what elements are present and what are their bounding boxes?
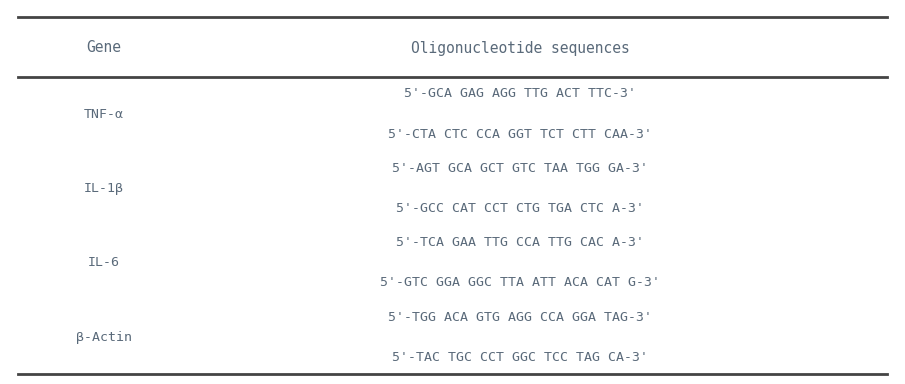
Text: 5'-GCA GAG AGG TTG ACT TTC-3': 5'-GCA GAG AGG TTG ACT TTC-3'	[405, 88, 636, 100]
Text: β-Actin: β-Actin	[76, 331, 132, 344]
Text: TNF-α: TNF-α	[84, 108, 124, 121]
Text: 5'-CTA CTC CCA GGT TCT CTT CAA-3': 5'-CTA CTC CCA GGT TCT CTT CAA-3'	[388, 127, 653, 141]
Text: 5'-GCC CAT CCT CTG TGA CTC A-3': 5'-GCC CAT CCT CTG TGA CTC A-3'	[396, 202, 644, 215]
Text: Gene: Gene	[87, 40, 121, 56]
Text: IL-6: IL-6	[88, 256, 120, 269]
Text: Oligonucleotide sequences: Oligonucleotide sequences	[411, 40, 630, 56]
Text: 5'-TCA GAA TTG CCA TTG CAC A-3': 5'-TCA GAA TTG CCA TTG CAC A-3'	[396, 236, 644, 249]
Text: 5'-TAC TGC CCT GGC TCC TAG CA-3': 5'-TAC TGC CCT GGC TCC TAG CA-3'	[393, 351, 648, 364]
Text: IL-1β: IL-1β	[84, 182, 124, 195]
Text: 5'-TGG ACA GTG AGG CCA GGA TAG-3': 5'-TGG ACA GTG AGG CCA GGA TAG-3'	[388, 311, 653, 324]
Text: 5'-AGT GCA GCT GTC TAA TGG GA-3': 5'-AGT GCA GCT GTC TAA TGG GA-3'	[393, 162, 648, 175]
Text: 5'-GTC GGA GGC TTA ATT ACA CAT G-3': 5'-GTC GGA GGC TTA ATT ACA CAT G-3'	[380, 276, 661, 290]
